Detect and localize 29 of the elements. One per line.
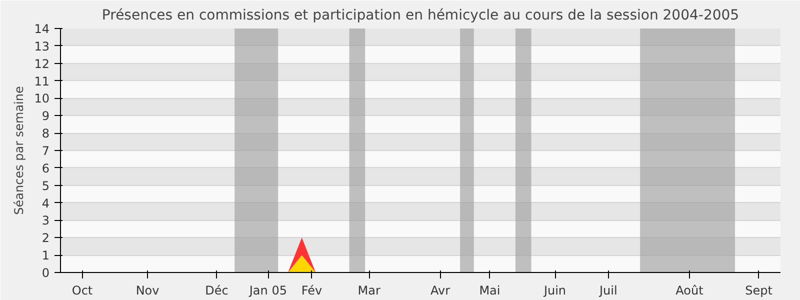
y-tick-label: 9 (42, 109, 50, 124)
x-tick-label: Jan 05 (248, 284, 287, 298)
y-tick-label: 3 (42, 214, 50, 228)
chart-title: Présences en commissions et participation en hémicycle au cours de la session 2004-2005 (102, 8, 740, 24)
x-tick-label: Sept (745, 284, 773, 298)
y-tick-label: 6 (42, 161, 50, 176)
y-tick-label: 12 (34, 56, 50, 71)
x-tick-label: Oct (72, 284, 93, 298)
y-tick-label: 10 (34, 92, 50, 106)
x-tick-label: Déc (205, 284, 228, 298)
y-tick-label: 1 (42, 248, 50, 263)
x-tick-label: Juil (598, 284, 618, 298)
y-tick-label: 0 (42, 266, 50, 280)
y-tick-label: 7 (42, 144, 50, 158)
y-tick-label: 2 (42, 231, 50, 246)
x-tick-label: Mar (358, 284, 380, 298)
y-tick-label: 5 (42, 178, 50, 193)
x-tick-label: Avr (430, 284, 450, 298)
x-tick-label: Fév (301, 284, 322, 298)
x-tick-label: Mai (479, 284, 500, 298)
x-tick-label: Août (676, 284, 704, 298)
x-tick-label: Nov (136, 284, 160, 298)
y-tick-label: 8 (42, 126, 50, 141)
y-tick-label: 4 (42, 196, 50, 210)
y-axis-title: Séances par semaine (12, 86, 26, 215)
y-tick-label: 11 (34, 74, 50, 88)
y-tick-label: 14 (34, 22, 50, 36)
y-tick-label: 13 (34, 39, 50, 54)
x-tick-label: Juin (542, 284, 566, 298)
